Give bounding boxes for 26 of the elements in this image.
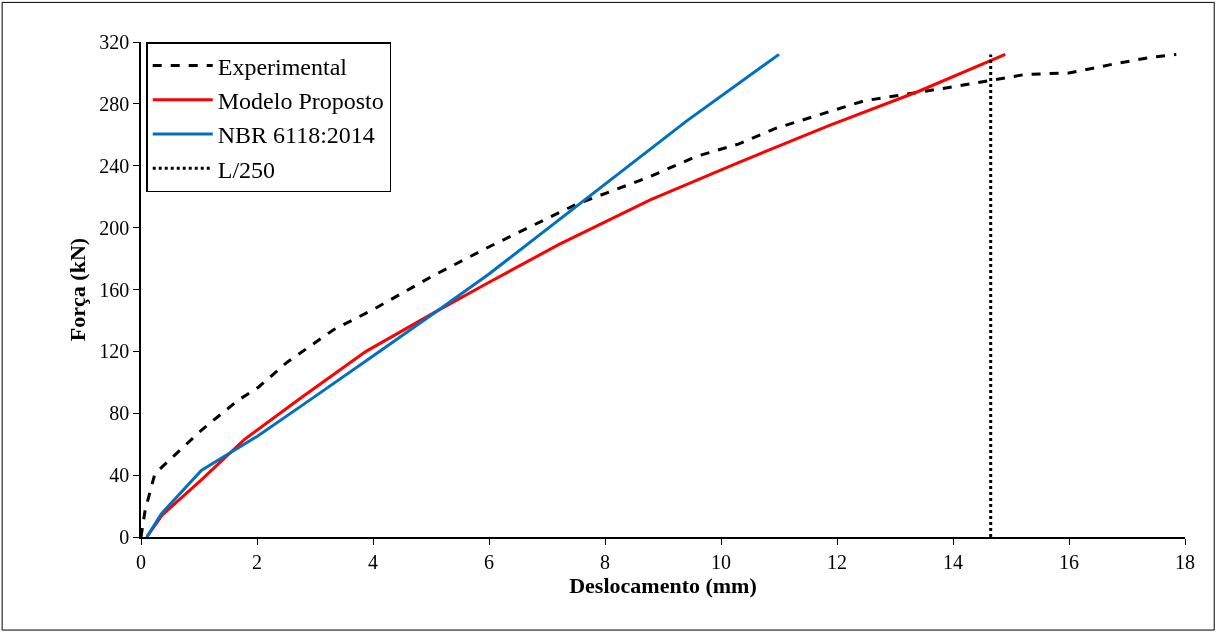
x-axis-title: Deslocamento (mm) (569, 572, 757, 598)
y-tick-label: 320 (99, 31, 130, 53)
legend-label: Modelo Proposto (217, 88, 384, 115)
x-tick-label: 18 (1175, 550, 1195, 573)
legend-label: L/250 (217, 156, 276, 183)
y-tick-label: 80 (109, 402, 130, 425)
y-tick-label: 40 (109, 464, 130, 487)
y-tick-label: 120 (99, 340, 130, 363)
x-tick-label: 12 (827, 550, 847, 573)
y-tick-label: 0 (119, 526, 130, 548)
x-tick-label: 10 (711, 550, 731, 573)
x-tick-label: 0 (136, 550, 146, 573)
x-tick-label: 8 (600, 550, 610, 573)
x-tick-label: 6 (484, 550, 494, 573)
y-tick-label: 160 (99, 278, 130, 301)
x-tick-label: 2 (252, 550, 262, 573)
x-tick-label: 16 (1059, 550, 1079, 573)
y-axis-title: Força (kN) (64, 237, 90, 342)
y-tick-label: 280 (99, 92, 130, 115)
legend-label: NBR 6118:2014 (217, 122, 375, 149)
y-tick-label: 240 (99, 154, 130, 177)
x-tick-label: 4 (368, 550, 378, 573)
y-tick-label: 200 (99, 216, 130, 239)
x-tick-label: 14 (943, 550, 963, 573)
line-series (145, 52, 781, 537)
legend-label: Experimental (217, 53, 348, 80)
